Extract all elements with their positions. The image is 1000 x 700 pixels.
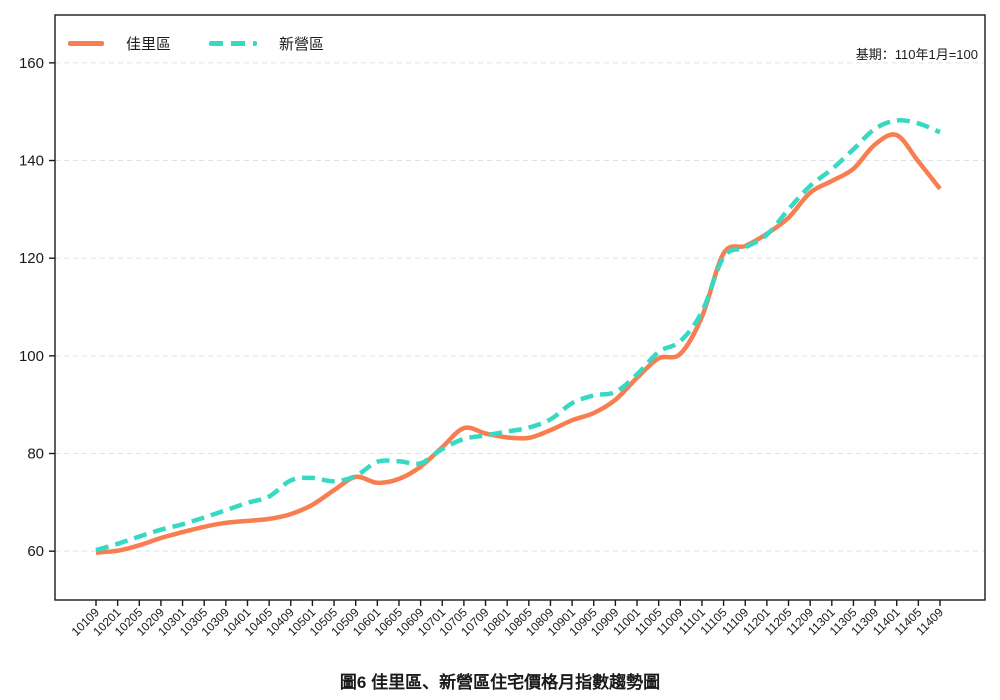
y-tick-label: 160	[19, 55, 44, 72]
base-period-note: 基期：110年1月=100	[855, 47, 978, 62]
series-line-jiali	[95, 132, 942, 555]
legend-dashed-line-icon	[209, 41, 258, 46]
legend-label-xinying: 新營區	[279, 36, 325, 53]
plot-border	[54, 14, 986, 601]
legend-solid-line-icon	[68, 41, 104, 46]
y-tick-label: 100	[19, 348, 44, 365]
y-tick-label: 140	[19, 153, 44, 170]
legend-label-jiali: 佳里區	[126, 36, 172, 53]
y-tick-label: 80	[27, 446, 44, 463]
series-line-xinying	[95, 118, 941, 553]
chart-legend: 佳里區 新營區	[68, 33, 324, 54]
chart-title: 圖6 佳里區、新營區住宅價格月指數趨勢圖	[339, 673, 661, 692]
y-tick-label: 120	[19, 250, 44, 267]
y-tick-label: 60	[27, 543, 44, 560]
legend-item-jiali: 佳里區	[68, 33, 171, 54]
legend-item-xinying: 新營區	[209, 33, 324, 54]
